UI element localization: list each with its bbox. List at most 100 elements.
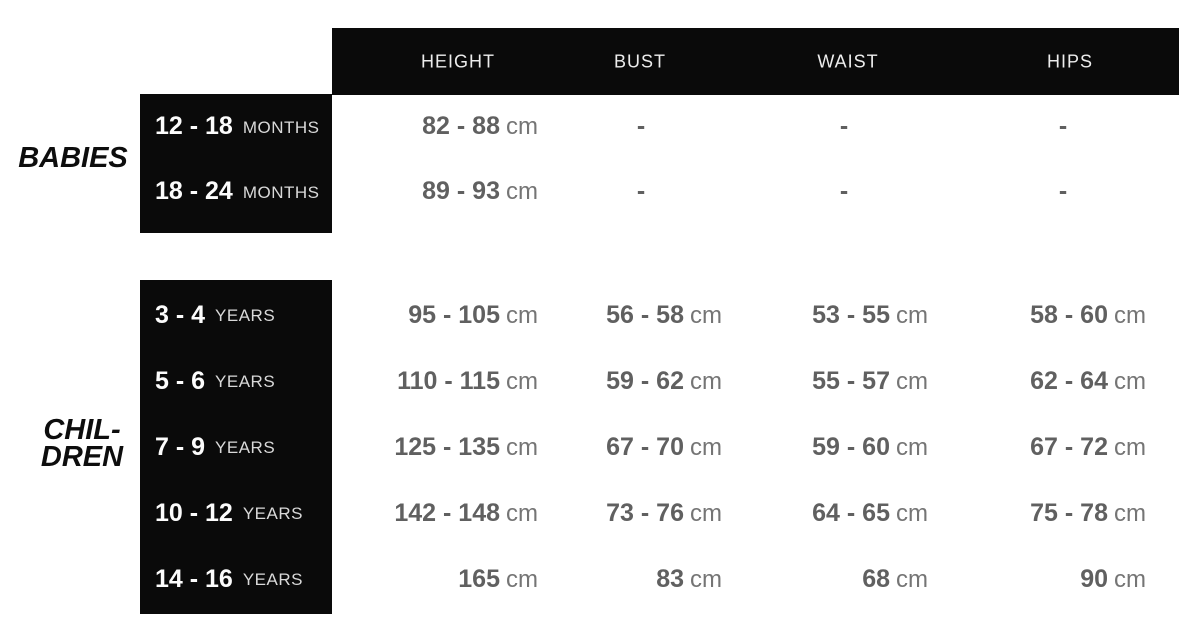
value-unit: cm — [506, 565, 538, 593]
children-group-label-line2: DREN — [40, 441, 124, 473]
column-header-height: HEIGHT — [420, 51, 496, 71]
value-unit: cm — [896, 301, 928, 329]
value-unit: cm — [1114, 499, 1146, 527]
babies-group-label: BABIES — [18, 142, 128, 174]
value-unit: cm — [690, 433, 722, 461]
children-group-label-line1: CHIL- — [43, 414, 121, 446]
children-size-row: 3 - 4 YEARS — [140, 282, 332, 348]
cell-hips: - — [980, 177, 1146, 206]
value-unit: cm — [1114, 301, 1146, 329]
value-unit: cm — [506, 113, 538, 140]
cell-waist: 53 - 55 cm — [760, 301, 928, 330]
cell-hips: 58 - 60 cm — [980, 301, 1146, 330]
value: 67 - 70 — [606, 432, 684, 461]
value: 73 - 76 — [606, 498, 684, 527]
column-header-waist: WAIST — [817, 51, 879, 71]
value: 165 — [458, 564, 500, 593]
cell-height: 95 - 105 cm — [350, 301, 538, 330]
children-size-row: 14 - 16 YEARS — [140, 546, 332, 612]
cell-height: 82 - 88 cm — [350, 112, 538, 141]
size-unit-label: YEARS — [242, 504, 303, 523]
size-range-label: 14 - 16 — [155, 564, 233, 593]
cell-bust: - — [560, 112, 722, 141]
value: 82 - 88 — [422, 112, 500, 140]
value: 59 - 62 — [606, 366, 684, 395]
value: 67 - 72 — [1030, 432, 1108, 461]
size-unit-label: YEARS — [215, 306, 276, 325]
value-unit: cm — [1114, 565, 1146, 593]
cell-bust: 56 - 58 cm — [560, 301, 722, 330]
size-unit-label: YEARS — [215, 372, 276, 391]
size-unit-label: MONTHS — [242, 117, 320, 137]
size-range-label: 10 - 12 — [155, 498, 233, 527]
value: - — [1058, 112, 1068, 140]
value: 59 - 60 — [812, 432, 890, 461]
children-size-row: 5 - 6 YEARS — [140, 348, 332, 414]
children-size-row: 10 - 12 YEARS — [140, 480, 332, 546]
cell-bust: 59 - 62 cm — [560, 367, 722, 396]
cell-height: 110 - 115 cm — [350, 367, 538, 396]
cell-hips: - — [980, 112, 1146, 141]
cell-waist: 59 - 60 cm — [760, 433, 928, 462]
cell-waist: - — [760, 112, 928, 141]
value: 55 - 57 — [812, 366, 890, 395]
value: 62 - 64 — [1030, 366, 1108, 395]
column-header-bust: BUST — [613, 51, 667, 71]
children-data-grid: 95 - 105 cm 56 - 58 cm 53 - 55 cm 58 - 60 cm… — [350, 282, 1146, 612]
cell-height: 89 - 93 cm — [350, 177, 538, 206]
cell-waist: 68 cm — [760, 565, 928, 594]
value-unit: cm — [506, 499, 538, 527]
table-row: 165 cm 83 cm 68 cm 90 cm — [350, 546, 1146, 612]
value-unit: cm — [506, 433, 538, 461]
size-unit-label: YEARS — [215, 438, 276, 457]
size-range-label: 18 - 24 — [155, 177, 233, 205]
cell-waist: 55 - 57 cm — [760, 367, 928, 396]
value-unit: cm — [506, 178, 538, 205]
value-unit: cm — [896, 499, 928, 527]
value-unit: cm — [1114, 367, 1146, 395]
value-unit: cm — [896, 565, 928, 593]
size-range-label: 7 - 9 — [155, 432, 206, 461]
value: 53 - 55 — [812, 300, 890, 329]
value: 64 - 65 — [812, 498, 890, 527]
babies-size-box: 12 - 18 MONTHS 18 - 24 MONTHS — [140, 94, 332, 233]
babies-size-row: 18 - 24 MONTHS — [140, 159, 332, 224]
cell-height: 142 - 148 cm — [350, 499, 538, 528]
cell-hips: 75 - 78 cm — [980, 499, 1146, 528]
table-header: HEIGHT BUST WAIST HIPS — [332, 28, 1179, 95]
size-unit-label: YEARS — [242, 570, 303, 589]
size-unit-label: MONTHS — [242, 182, 320, 202]
value: 56 - 58 — [606, 300, 684, 329]
value-unit: cm — [690, 565, 722, 593]
size-range-label: 3 - 4 — [155, 300, 206, 329]
value: 75 - 78 — [1030, 498, 1108, 527]
value: - — [1058, 177, 1068, 205]
table-row: 125 - 135 cm 67 - 70 cm 59 - 60 cm 67 - 72 c… — [350, 414, 1146, 480]
value-unit: cm — [690, 367, 722, 395]
value: - — [636, 177, 646, 205]
children-size-box: 3 - 4 YEARS 5 - 6 YEARS 7 - 9 YEARS 10 -… — [140, 280, 332, 614]
children-size-row: 7 - 9 YEARS — [140, 414, 332, 480]
cell-hips: 90 cm — [980, 565, 1146, 594]
table-row: 95 - 105 cm 56 - 58 cm 53 - 55 cm 58 - 60 cm — [350, 282, 1146, 348]
value-unit: cm — [506, 367, 538, 395]
value: 58 - 60 — [1030, 300, 1108, 329]
value-unit: cm — [1114, 433, 1146, 461]
cell-bust: 83 cm — [560, 565, 722, 594]
value: - — [839, 112, 849, 140]
cell-bust: 73 - 76 cm — [560, 499, 722, 528]
value-unit: cm — [506, 301, 538, 329]
cell-waist: 64 - 65 cm — [760, 499, 928, 528]
cell-bust: - — [560, 177, 722, 206]
value: - — [839, 177, 849, 205]
table-row: 82 - 88 cm - - - — [350, 94, 1146, 159]
value: 95 - 105 — [408, 300, 500, 329]
table-row: 142 - 148 cm 73 - 76 cm 64 - 65 cm 75 - 78 c… — [350, 480, 1146, 546]
cell-waist: - — [760, 177, 928, 206]
cell-height: 125 - 135 cm — [350, 433, 538, 462]
babies-size-row: 12 - 18 MONTHS — [140, 94, 332, 159]
value-unit: cm — [690, 499, 722, 527]
size-range-label: 5 - 6 — [155, 366, 206, 395]
value-unit: cm — [896, 433, 928, 461]
